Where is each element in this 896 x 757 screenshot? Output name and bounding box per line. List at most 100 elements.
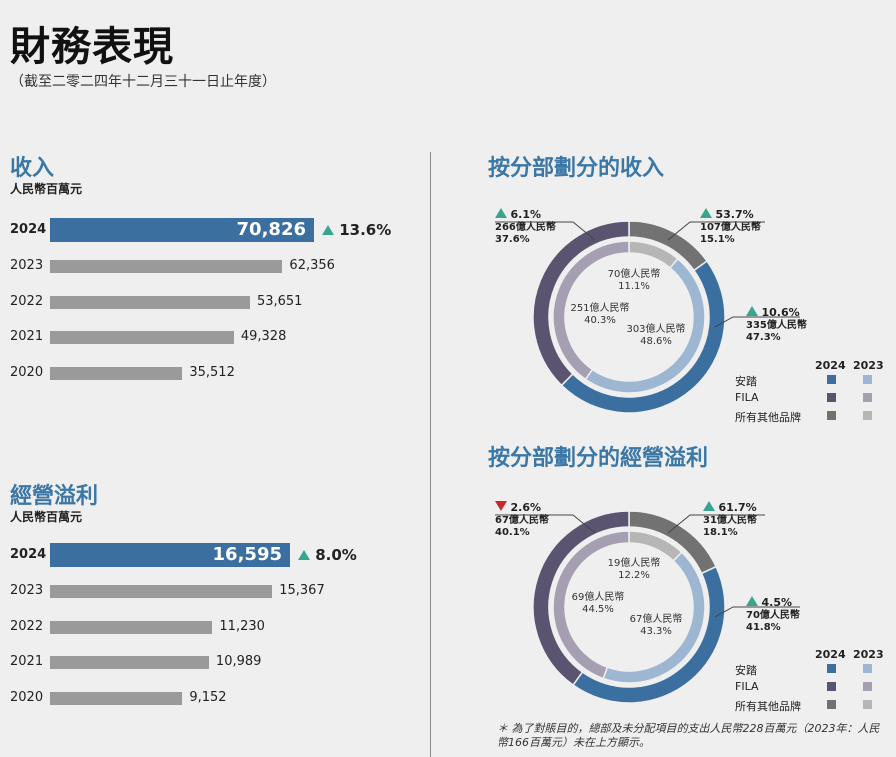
revenue-title: 收入 xyxy=(10,156,55,181)
seg-revenue-legend: 2024 2023 安踏 FILA 所有其他品牌 xyxy=(735,359,885,429)
seg-profit-donut xyxy=(532,510,726,704)
legend-swatch-others-2023 xyxy=(863,411,872,420)
legend-year-2024: 2024 xyxy=(815,648,846,661)
op-inner-fila-label: 69億人民幣 44.5% xyxy=(571,592,625,615)
legend-swatch-fila-2024 xyxy=(827,393,836,402)
legend-swatch-fila-2024 xyxy=(827,682,836,691)
footnote: ＊ 為了對賬目的，總部及未分配項目的支出人民幣228百萬元（2023年：人民幣1… xyxy=(497,722,880,749)
rev-others-leader-line xyxy=(667,221,765,241)
up-arrow-icon xyxy=(298,550,310,560)
year-label: 2023 xyxy=(10,257,44,273)
rev-others-callout: 53.7% 107億人民幣 15.1% xyxy=(700,208,761,245)
legend-anta-label: 安踏 xyxy=(735,664,757,677)
legend-swatch-fila-2023 xyxy=(863,682,872,691)
outer-slice-fila xyxy=(532,510,630,687)
year-label: 2020 xyxy=(10,690,44,706)
legend-swatch-others-2023 xyxy=(863,700,872,709)
year-label: 2021 xyxy=(10,329,44,345)
legend-swatch-anta-2023 xyxy=(863,375,872,384)
rev-fila-callout: 6.1% 266億人民幣 37.6% xyxy=(495,208,556,245)
bar-value-2020: 35,512 xyxy=(189,365,235,381)
bar-2020 xyxy=(50,692,183,706)
year-label: 2024 xyxy=(10,222,47,237)
up-arrow-icon xyxy=(746,306,758,316)
rev-inner-anta-label: 303億人民幣 48.6% xyxy=(626,324,686,347)
bar-2023 xyxy=(50,584,273,598)
bar-2022 xyxy=(50,295,250,309)
seg-revenue-title: 按分部劃分的收入 xyxy=(488,156,665,181)
op-others-leader-line xyxy=(667,514,765,534)
legend-year-2023: 2023 xyxy=(853,359,884,372)
revenue-unit: 人民幣百萬元 xyxy=(10,182,83,196)
bar-value-2024: 16,595 xyxy=(212,544,282,565)
legend-fila-label: FILA xyxy=(735,391,759,404)
op-anta-leader-line xyxy=(715,606,800,618)
legend-swatch-anta-2024 xyxy=(827,375,836,384)
bar-2022 xyxy=(50,620,213,634)
donut-hole xyxy=(566,254,692,380)
legend-year-2024: 2024 xyxy=(815,359,846,372)
rev-fila-leader-line xyxy=(495,221,596,241)
rev-anta-leader-line xyxy=(715,316,800,328)
seg-profit-legend: 2024 2023 安踏 FILA 所有其他品牌 xyxy=(735,648,885,718)
growth-indicator: 8.0% xyxy=(298,546,357,564)
bar-2024 xyxy=(50,218,314,242)
op-fila-callout: 2.6% 67億人民幣 40.1% xyxy=(495,501,549,538)
year-label: 2024 xyxy=(10,547,47,562)
bar-2020 xyxy=(50,367,183,381)
up-arrow-icon xyxy=(495,208,507,218)
bar-value-2022: 11,230 xyxy=(219,618,265,634)
bar-2021 xyxy=(50,656,209,670)
seg-revenue-donut xyxy=(532,220,726,414)
page-title: 財務表現 xyxy=(10,24,174,70)
outer-slice-fila xyxy=(532,220,630,387)
year-label: 2023 xyxy=(10,582,44,598)
column-divider xyxy=(430,152,431,757)
op-inner-anta-label: 67億人民幣 43.3% xyxy=(629,614,683,637)
rev-inner-others-label: 70億人民幣 11.1% xyxy=(607,269,661,292)
year-label: 2022 xyxy=(10,293,44,309)
growth-indicator: 13.6% xyxy=(322,221,391,239)
op-profit-title: 經營溢利 xyxy=(10,484,99,509)
growth-value: 13.6% xyxy=(334,221,392,239)
rev-anta-callout: 10.6% 335億人民幣 47.3% xyxy=(746,306,807,343)
legend-others-label: 所有其他品牌 xyxy=(735,700,801,713)
up-arrow-icon xyxy=(700,208,712,218)
legend-year-2023: 2023 xyxy=(853,648,884,661)
growth-value: 8.0% xyxy=(310,546,357,564)
legend-fila-label: FILA xyxy=(735,680,759,693)
up-arrow-icon xyxy=(322,225,334,235)
op-profit-unit: 人民幣百萬元 xyxy=(10,510,83,524)
op-anta-callout: 4.5% 70億人民幣 41.8% xyxy=(746,596,800,633)
up-arrow-icon xyxy=(746,596,758,606)
seg-profit-title: 按分部劃分的經營溢利 xyxy=(488,446,709,471)
legend-swatch-anta-2024 xyxy=(827,664,836,673)
op-inner-others-label: 19億人民幣 12.2% xyxy=(607,558,661,581)
bar-2023 xyxy=(50,259,283,273)
bar-2024 xyxy=(50,543,290,567)
bar-value-2023: 62,356 xyxy=(289,257,335,273)
rev-inner-fila-label: 251億人民幣 40.3% xyxy=(570,303,630,326)
down-arrow-icon xyxy=(495,501,507,511)
op-others-callout: 61.7% 31億人民幣 18.1% xyxy=(703,501,757,538)
page-subtitle: （截至二零二四年十二月三十一日止年度） xyxy=(10,74,276,90)
year-label: 2022 xyxy=(10,618,44,634)
bar-value-2021: 10,989 xyxy=(215,654,262,670)
legend-swatch-others-2024 xyxy=(827,411,836,420)
inner-slice-fila xyxy=(552,530,630,680)
legend-swatch-others-2024 xyxy=(827,700,836,709)
bar-value-2024: 70,826 xyxy=(236,219,306,240)
bar-value-2022: 53,651 xyxy=(256,293,303,309)
bar-2021 xyxy=(50,331,234,345)
donut-hole xyxy=(566,544,692,670)
legend-anta-label: 安踏 xyxy=(735,375,757,388)
legend-swatch-fila-2023 xyxy=(863,393,872,402)
legend-others-label: 所有其他品牌 xyxy=(735,411,801,424)
year-label: 2020 xyxy=(10,365,44,381)
legend-swatch-anta-2023 xyxy=(863,664,872,673)
bar-value-2020: 9,152 xyxy=(189,690,227,706)
bar-value-2021: 49,328 xyxy=(240,329,287,345)
op-fila-leader-line xyxy=(495,514,596,534)
inner-slice-fila xyxy=(552,240,630,381)
bar-value-2023: 15,367 xyxy=(279,582,325,598)
